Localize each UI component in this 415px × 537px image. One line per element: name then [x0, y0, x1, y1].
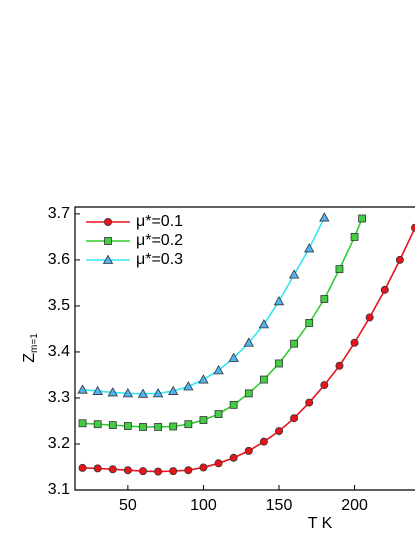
y-axis-label-main: Z: [21, 353, 38, 363]
marker: [259, 437, 268, 446]
marker: [244, 389, 253, 398]
series-line: [82, 217, 326, 395]
marker: [335, 361, 344, 370]
marker: [411, 223, 415, 232]
marker: [154, 423, 163, 431]
y-tick-label: 3.1: [48, 481, 70, 498]
y-tick-label: 3.7: [48, 205, 70, 222]
marker: [123, 422, 132, 430]
marker: [358, 214, 367, 223]
marker: [258, 319, 270, 329]
marker: [350, 233, 359, 241]
marker: [273, 296, 285, 306]
marker: [290, 414, 299, 423]
marker: [92, 385, 103, 395]
marker: [168, 385, 179, 395]
marker: [93, 420, 102, 429]
marker: [395, 255, 404, 264]
legend-marker: [104, 237, 112, 245]
legend-marker: [102, 254, 114, 264]
marker: [335, 265, 344, 274]
marker: [320, 381, 329, 390]
marker: [123, 466, 132, 475]
y-axis-label-group: Zm=1: [21, 333, 39, 363]
marker: [305, 398, 314, 407]
marker: [304, 243, 315, 253]
marker: [184, 466, 193, 475]
legend-label: μ*=0.3: [136, 251, 183, 268]
marker: [107, 387, 118, 397]
x-tick-label: 100: [190, 497, 217, 514]
marker: [214, 410, 223, 418]
marker: [154, 467, 163, 476]
marker: [169, 422, 178, 431]
marker: [243, 337, 254, 347]
series-line: [82, 227, 415, 473]
marker: [138, 467, 147, 476]
y-tick-label: 3.4: [48, 343, 70, 360]
marker: [108, 421, 117, 430]
marker: [213, 365, 224, 375]
marker: [275, 359, 283, 368]
marker: [183, 381, 194, 391]
marker: [290, 339, 299, 348]
plot-frame: [74, 206, 415, 491]
marker: [319, 212, 330, 222]
marker: [78, 419, 87, 428]
marker: [305, 319, 314, 327]
marker: [152, 388, 164, 398]
legend-label: μ*=0.2: [136, 232, 183, 249]
marker: [288, 269, 300, 279]
marker: [169, 467, 178, 476]
marker: [228, 352, 239, 362]
marker: [229, 453, 238, 462]
marker: [198, 374, 209, 384]
marker: [320, 295, 329, 303]
x-axis-label: T K: [308, 515, 333, 532]
x-tick-label: 50: [119, 497, 137, 514]
marker: [229, 400, 238, 409]
marker: [77, 384, 88, 394]
marker: [184, 420, 193, 429]
marker: [108, 465, 117, 474]
x-tick-label: 150: [266, 497, 293, 514]
y-tick-label: 3.5: [48, 297, 70, 314]
y-tick-label: 3.6: [48, 251, 70, 268]
marker: [350, 338, 359, 347]
marker: [214, 459, 223, 468]
marker: [259, 375, 268, 384]
y-tick-label: 3.2: [48, 435, 70, 452]
marker: [274, 427, 283, 436]
x-tick-label: 200: [341, 497, 368, 514]
marker: [139, 423, 147, 431]
y-axis-label: Zm=1: [21, 333, 39, 363]
marker: [380, 285, 389, 294]
y-tick-label: 3.3: [48, 389, 70, 406]
marker: [93, 464, 102, 473]
marker: [122, 388, 134, 398]
marker: [199, 416, 208, 424]
y-axis-label-sub: m=1: [29, 333, 40, 353]
marker: [365, 313, 374, 322]
marker: [137, 388, 149, 398]
legend-marker: [104, 217, 113, 226]
marker: [199, 463, 208, 472]
legend-label: μ*=0.1: [136, 213, 183, 230]
marker: [78, 463, 87, 472]
marker: [244, 446, 253, 455]
